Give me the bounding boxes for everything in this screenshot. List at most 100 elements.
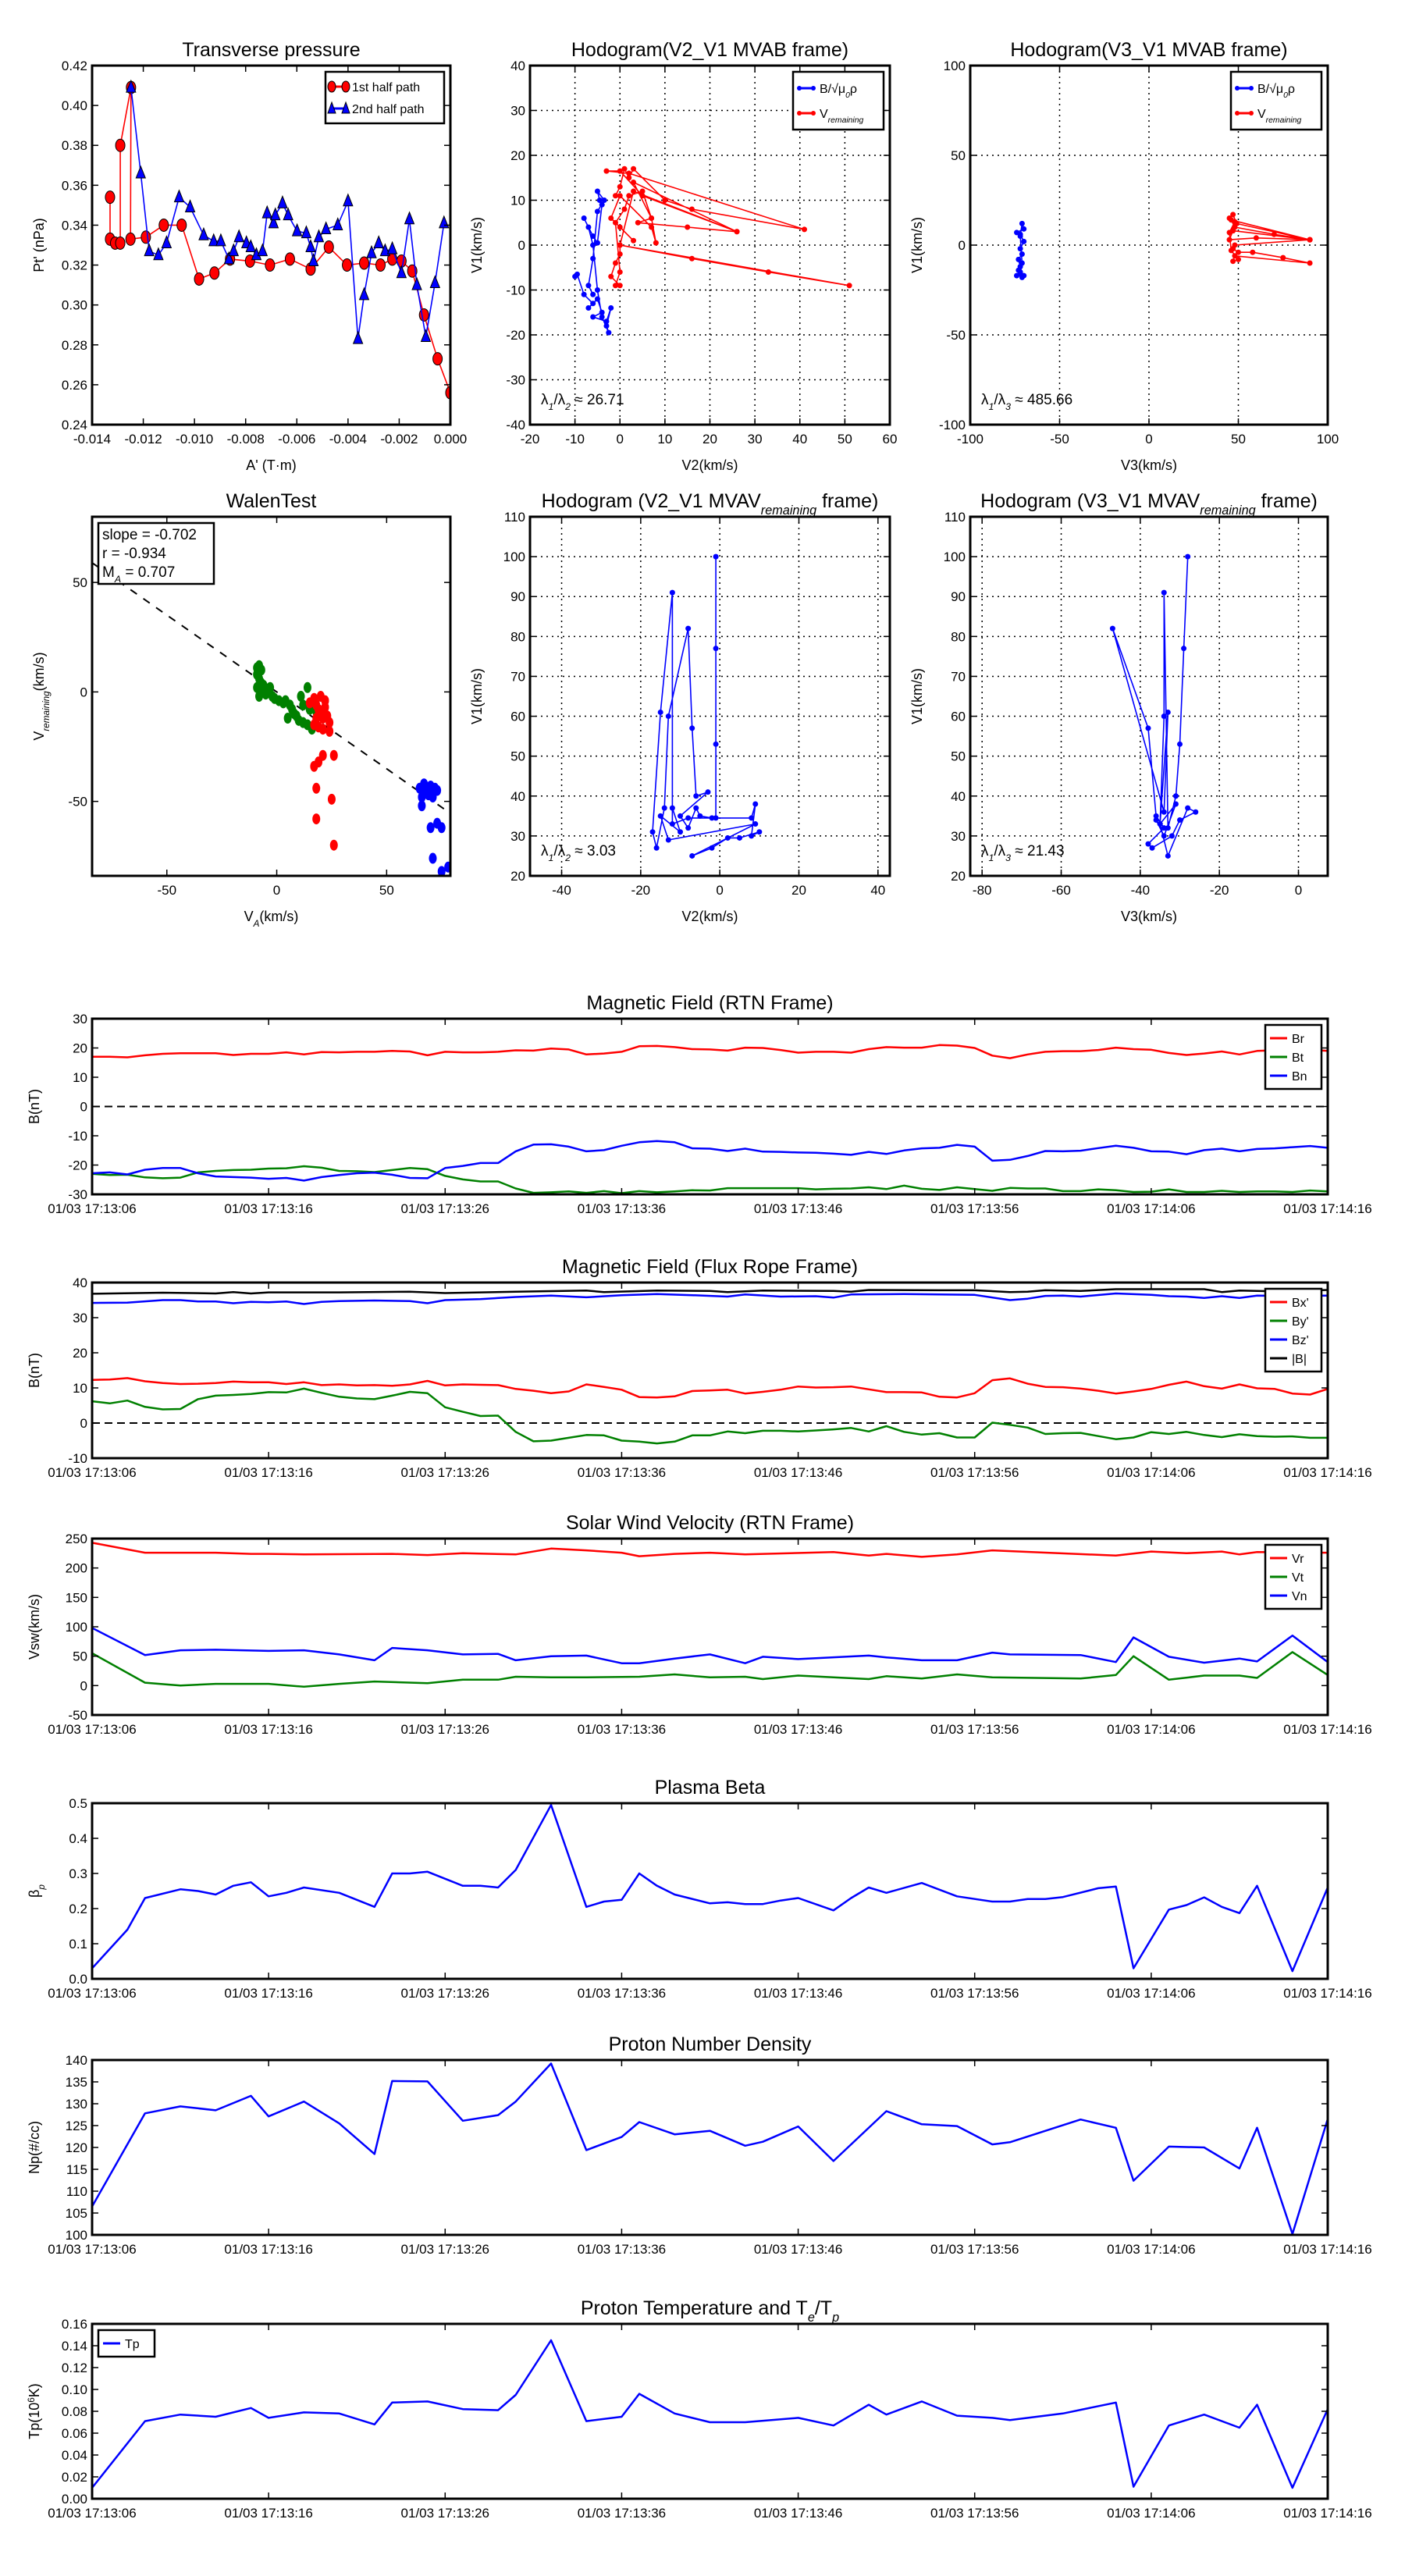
chart-title: Solar Wind Velocity (RTN Frame)	[566, 1512, 854, 1534]
data-point	[1226, 229, 1232, 236]
data-point	[257, 243, 269, 257]
eigenvalue-ratio-annotation-part: /λ	[994, 843, 1005, 859]
legend-marker	[327, 101, 336, 114]
legend-label: Vremaining	[820, 108, 864, 125]
data-point	[1016, 256, 1022, 262]
legend-item: Bt	[1270, 1051, 1304, 1065]
y-tick-label: 0.40	[62, 98, 87, 113]
hodogram-v3-v1-mvab-chart: -100 -50 0 50 100 -100 -50 0 50 100 Hodogram(V3_V1…	[909, 39, 1339, 473]
data-point	[312, 713, 321, 724]
data-point	[161, 235, 173, 248]
y-tick-label: 0.26	[62, 378, 87, 393]
series-line	[92, 1292, 1328, 1305]
y-tick-label: 130	[66, 2097, 87, 2112]
legend-label: 2nd half path	[352, 103, 425, 116]
data-point	[749, 815, 755, 821]
y-tick-label: 140	[66, 2053, 87, 2068]
data-point	[261, 205, 272, 219]
y-tick-label: -30	[506, 373, 525, 388]
data-point	[1019, 220, 1025, 226]
y-tick-label: -50	[946, 328, 966, 343]
chart-title: Proton Temperature and Te/Tp	[581, 2297, 839, 2325]
y-tick-label: 105	[66, 2206, 87, 2221]
data-point	[366, 244, 377, 258]
eigenvalue-ratio-annotation-part: /λ	[553, 843, 565, 859]
x-tick-label: 01/03 17:13:16	[224, 1722, 312, 1737]
data-point	[581, 291, 587, 297]
data-point	[303, 681, 311, 693]
data-point	[299, 699, 308, 711]
data-point	[312, 813, 321, 825]
plot-area	[92, 1804, 1328, 1973]
y-tick-label: 40	[951, 789, 966, 804]
y-tick-label: 0.5	[69, 1796, 87, 1811]
x-tick-label: 01/03 17:13:56	[930, 1201, 1019, 1216]
data-point	[756, 829, 763, 835]
legend-label: Bz'	[1292, 1334, 1309, 1347]
data-point	[1165, 709, 1171, 715]
legend-label: Bn	[1292, 1070, 1307, 1083]
data-point	[608, 273, 614, 279]
chart-title: Plasma Beta	[655, 1777, 766, 1799]
hodogram-v3-v1-mvav-chart: -80 -60 -40 -20 0 20 30 40 50 60 70 80 90 100 110 Hodog…	[909, 490, 1329, 924]
series-v	[1226, 212, 1313, 266]
data-point	[590, 314, 596, 320]
legend: Vr Vt Vn	[1264, 1543, 1323, 1610]
axes-frame	[528, 515, 891, 877]
data-point	[194, 272, 205, 286]
data-point	[612, 193, 618, 199]
y-tick-label: -20	[506, 328, 525, 343]
data-point	[657, 709, 663, 715]
x-tick-label: -20	[1210, 883, 1229, 898]
data-point	[1177, 817, 1183, 823]
data-point	[639, 193, 646, 199]
legend-label-part: B/√μ	[820, 83, 845, 96]
data-point	[1236, 256, 1241, 262]
data-point	[662, 197, 668, 203]
legend-label: Vremaining	[1257, 108, 1302, 125]
x-tick-label: 01/03 17:13:06	[48, 1201, 136, 1216]
legend-label: Bt	[1292, 1051, 1304, 1065]
chart-title: Proton Number Density	[609, 2033, 812, 2055]
y-tick-label: 110	[504, 510, 525, 525]
data-point	[208, 233, 219, 247]
data-point	[594, 208, 600, 215]
data-point	[1161, 713, 1167, 720]
legend-item: |B|	[1270, 1353, 1307, 1366]
data-point	[1149, 845, 1155, 851]
x-tick-label: 01/03 17:13:56	[930, 1986, 1019, 2001]
x-tick-label: -0.014	[73, 432, 111, 447]
eigenvalue-ratio-annotation: λ1/λ3 ≈ 21.43	[981, 843, 1065, 863]
series-line	[92, 1288, 1328, 1295]
y-tick-label: 200	[66, 1561, 87, 1576]
y-tick-label: 90	[510, 589, 525, 604]
data-point	[325, 725, 334, 737]
data-point	[653, 240, 659, 246]
x-tick-label: -100	[957, 432, 984, 447]
x-tick-label: 50	[379, 883, 394, 898]
plasma-beta-chart: 01/03 17:13:06 01/03 17:13:16 01/03 17:13:…	[27, 1777, 1372, 2001]
data-point	[352, 330, 364, 344]
series-middle	[305, 691, 338, 851]
data-point	[245, 239, 257, 253]
y-tick-label: -20	[68, 1158, 87, 1173]
data-point	[1161, 825, 1167, 831]
x-tick-label: 01/03 17:13:26	[401, 1465, 489, 1480]
axes-frame	[91, 1281, 1329, 1460]
chart-title: Transverse pressure	[182, 39, 360, 61]
data-point	[1271, 231, 1277, 237]
data-point	[678, 813, 684, 819]
data-point	[1161, 809, 1167, 815]
data-point	[313, 229, 325, 243]
x-axis-label-part: V	[244, 909, 254, 924]
eigenvalue-ratio-annotation: λ1/λ3 ≈ 485.66	[981, 392, 1072, 412]
eigenvalue-ratio-annotation-part: λ	[541, 392, 549, 408]
y-tick-label: 10	[73, 1381, 87, 1396]
x-tick-label: 01/03 17:13:56	[930, 1722, 1019, 1737]
y-tick-label: 0	[518, 238, 525, 253]
y-axis-label-part: remaining	[41, 691, 52, 731]
x-axis-label: V2(km/s)	[682, 457, 738, 473]
legend-marker	[1235, 86, 1240, 91]
series-np	[92, 2062, 1328, 2235]
eigenvalue-ratio-annotation-part: ≈ 3.03	[571, 843, 616, 859]
